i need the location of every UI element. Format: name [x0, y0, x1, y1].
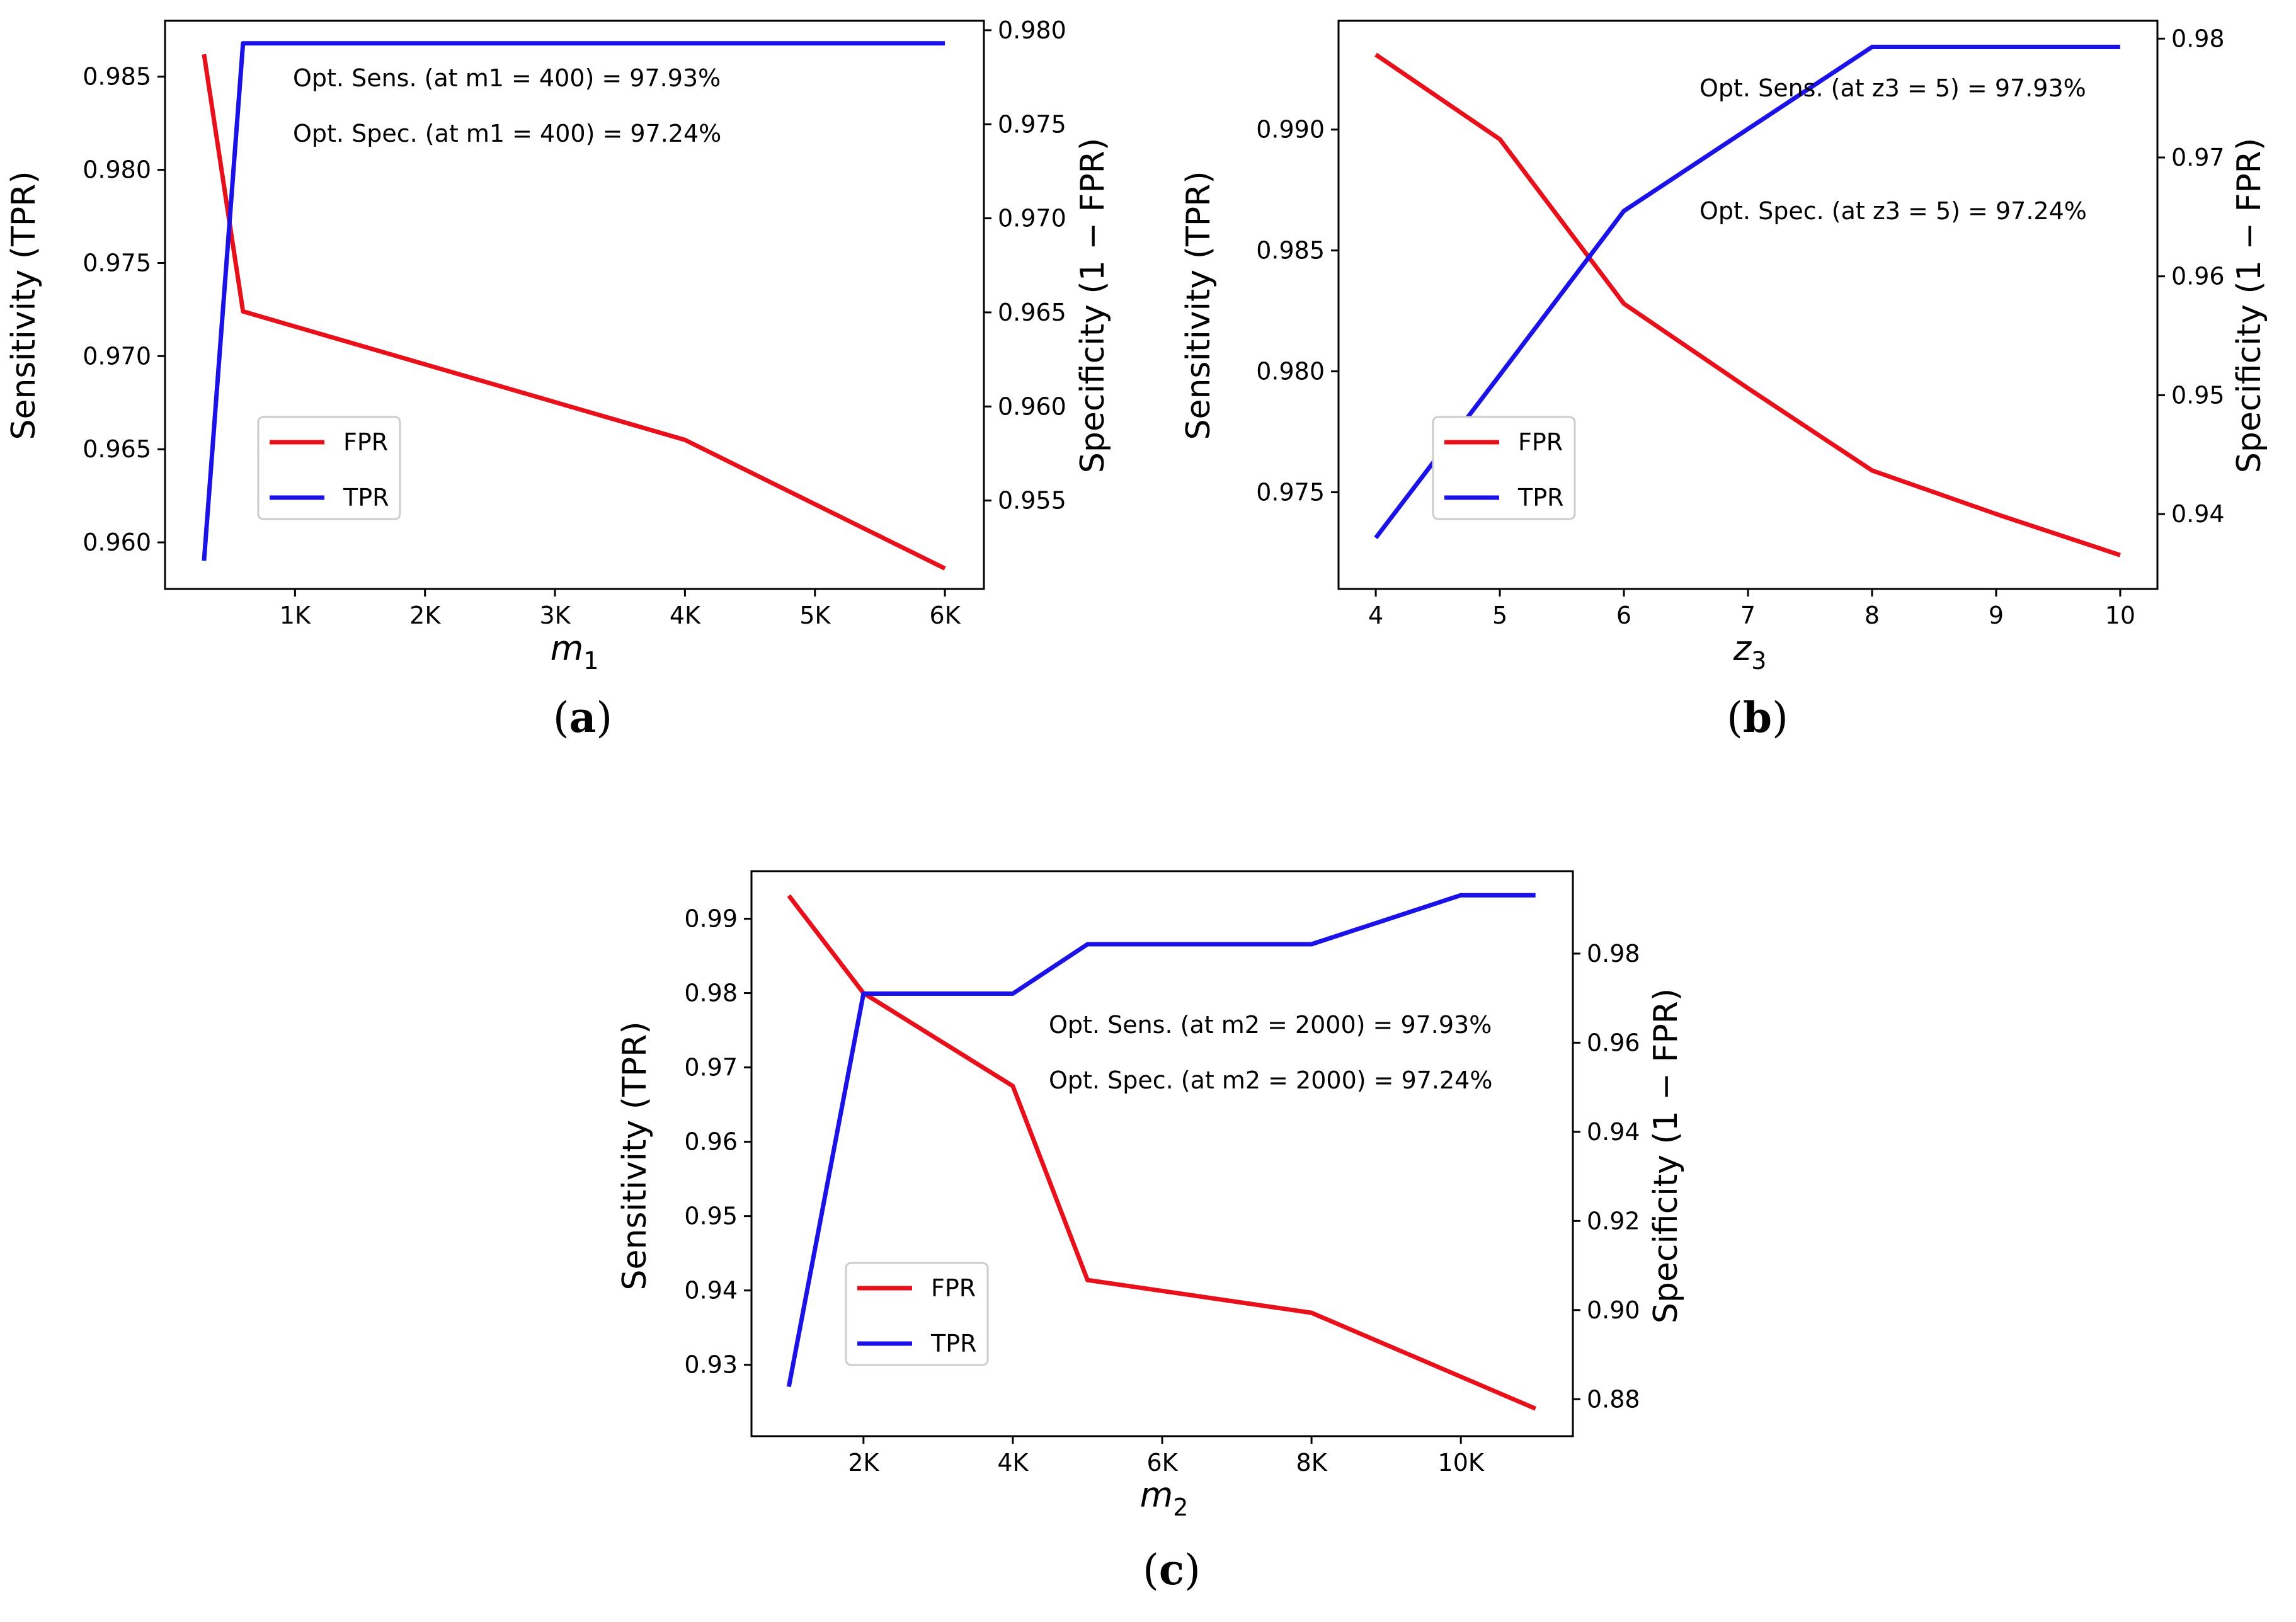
y-right-tick-label: 0.96 [1587, 1029, 1640, 1056]
plot-frame [164, 20, 985, 590]
x-tick-label: 10K [1438, 1449, 1485, 1476]
y-right-tick-label: 0.975 [998, 110, 1066, 138]
y-left-tick-label: 0.965 [83, 435, 151, 463]
x-tick-label: 4 [1368, 602, 1383, 629]
x-tick-label: 2K [848, 1449, 879, 1476]
y-right-tick-label: 0.98 [2171, 25, 2225, 52]
y-right-tick-label: 0.94 [2171, 500, 2225, 528]
y-left-tick-label: 0.985 [83, 63, 151, 91]
y-right-tick-label: 0.955 [998, 487, 1066, 515]
y-left-axis-label: Sensitivity (TPR) [5, 171, 43, 440]
y-right-tick-label: 0.96 [2171, 263, 2225, 290]
legend-label-fpr: FPR [343, 428, 388, 456]
y-right-tick-label: 0.98 [1587, 940, 1640, 968]
x-tick-label: 8 [1865, 602, 1880, 629]
x-tick-label: 5K [799, 602, 831, 629]
y-left-tick-label: 0.93 [684, 1351, 738, 1379]
x-tick-label: 2K [409, 602, 441, 629]
y-right-axis-label: Specificity (1 − FPR) [1647, 988, 1685, 1323]
annotation-text: Opt. Spec. (at m2 = 2000) = 97.24% [1049, 1066, 1492, 1094]
legend: FPR TPR [257, 416, 401, 520]
x-axis-label-subscript: 1 [583, 647, 598, 675]
x-tick-label: 6 [1616, 602, 1631, 629]
annotation-text: Opt. Sens. (at z3 = 5) = 97.93% [1699, 74, 2086, 102]
y-left-tick-label: 0.985 [1256, 237, 1325, 265]
y-left-tick-label: 0.99 [684, 905, 738, 933]
annotation-text: Opt. Sens. (at m1 = 400) = 97.93% [293, 64, 721, 92]
y-left-tick-label: 0.970 [83, 342, 151, 370]
y-right-tick-label: 0.970 [998, 205, 1066, 232]
x-axis-label: m2 [1140, 1475, 1189, 1521]
series-line-tpr [202, 41, 945, 561]
legend-label-tpr: TPR [930, 1330, 977, 1357]
y-left-tick-label: 0.980 [1256, 358, 1325, 386]
x-tick-label: 3K [539, 602, 571, 629]
series-line-fpr [1374, 52, 2122, 557]
x-axis-label-subscript: 3 [1751, 647, 1766, 675]
annotation-text: Opt. Spec. (at m1 = 400) = 97.24% [293, 120, 721, 147]
x-tick-label: 7 [1740, 602, 1756, 629]
x-axis-label-variable: m [1140, 1475, 1174, 1515]
x-axis-label: m1 [551, 629, 599, 675]
y-left-tick-label: 0.980 [83, 156, 151, 184]
y-left-axis-label: Sensitivity (TPR) [1180, 171, 1218, 440]
panel-caption: (c) [1143, 1545, 1201, 1594]
x-tick-label: 9 [1989, 602, 2004, 629]
y-left-tick-label: 0.990 [1256, 116, 1325, 144]
panel-caption: (a) [553, 693, 612, 742]
y-right-axis-label: Specificity (1 − FPR) [2230, 138, 2268, 473]
y-right-tick-label: 0.95 [2171, 381, 2225, 409]
y-right-tick-label: 0.94 [1587, 1118, 1640, 1146]
y-right-tick-label: 0.965 [998, 299, 1066, 326]
x-tick-label: 8K [1296, 1449, 1328, 1476]
x-tick-label: 4K [997, 1449, 1029, 1476]
x-axis-label-subscript: 2 [1173, 1493, 1188, 1521]
x-tick-label: 10 [2105, 602, 2135, 629]
panel-caption: (b) [1727, 693, 1788, 742]
x-axis-label: z3 [1733, 629, 1767, 675]
y-right-tick-label: 0.960 [998, 392, 1066, 420]
y-left-tick-label: 0.98 [684, 979, 738, 1007]
y-left-tick-label: 0.94 [684, 1277, 738, 1305]
y-left-tick-label: 0.97 [684, 1054, 738, 1082]
x-tick-label: 4K [670, 602, 701, 629]
x-tick-label: 6K [930, 602, 961, 629]
legend: FPR TPR [1432, 416, 1576, 520]
y-right-tick-label: 0.88 [1587, 1385, 1640, 1413]
series-line-fpr [202, 54, 946, 571]
x-axis-label-variable: z [1733, 629, 1752, 668]
y-right-tick-label: 0.980 [998, 16, 1066, 44]
legend-label-tpr: TPR [343, 484, 389, 511]
chart-panel-b: 4 5 6 7 8 9 10 0.975 0.980 0.985 0.990 0.94 0.95 0.96… [1180, 20, 2268, 742]
legend: FPR TPR [845, 1262, 989, 1366]
legend-label-fpr: FPR [931, 1274, 976, 1302]
y-right-tick-label: 0.90 [1587, 1296, 1640, 1324]
annotation-text: Opt. Sens. (at m2 = 2000) = 97.93% [1049, 1011, 1492, 1039]
chart-panel-c: 2K 4K 6K 8K 10K 0.93 0.94 0.95 0.96 0.97 0.98 0.99 0… [616, 870, 1685, 1594]
y-left-axis-label: Sensitivity (TPR) [616, 1021, 654, 1290]
x-tick-label: 5 [1492, 602, 1507, 629]
x-tick-label: 6K [1146, 1449, 1178, 1476]
series-line-tpr [786, 893, 1536, 1388]
x-tick-label: 1K [280, 602, 311, 629]
series-line-tpr [1374, 45, 2120, 540]
y-left-tick-label: 0.95 [684, 1202, 738, 1230]
y-right-tick-label: 0.92 [1587, 1207, 1640, 1235]
y-left-tick-label: 0.975 [1256, 478, 1325, 506]
legend-label-tpr: TPR [1517, 484, 1564, 511]
y-left-tick-label: 0.96 [684, 1128, 738, 1156]
legend-label-fpr: FPR [1518, 428, 1563, 456]
y-right-axis-label: Specificity (1 − FPR) [1074, 138, 1112, 473]
chart-panel-a: 1K 2K 3K 4K 5K 6K 0.960 0.965 0.970 0.975 0.980 0.9… [5, 16, 1112, 742]
y-left-tick-label: 0.960 [83, 528, 151, 556]
x-axis-label-variable: m [551, 629, 584, 668]
series-line-fpr [787, 894, 1537, 1411]
y-right-tick-label: 0.97 [2171, 144, 2225, 171]
y-left-tick-label: 0.975 [83, 249, 151, 277]
annotation-text: Opt. Spec. (at z3 = 5) = 97.24% [1699, 197, 2087, 225]
